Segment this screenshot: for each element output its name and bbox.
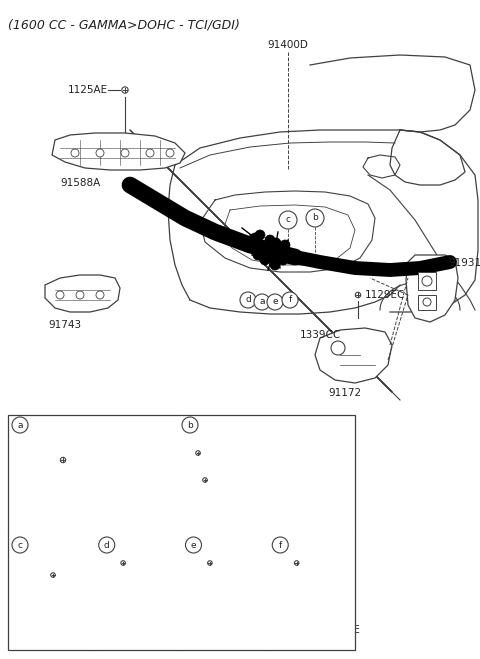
Circle shape [166, 149, 174, 157]
Text: e: e [191, 540, 196, 550]
Circle shape [185, 537, 202, 553]
Circle shape [51, 573, 55, 577]
Text: c: c [17, 540, 23, 550]
Circle shape [76, 291, 84, 299]
Circle shape [203, 478, 207, 482]
Circle shape [278, 255, 288, 265]
Text: b: b [312, 214, 318, 223]
Text: f: f [278, 540, 282, 550]
Circle shape [273, 250, 283, 260]
Circle shape [285, 250, 295, 260]
Text: 1125AE: 1125AE [126, 552, 164, 562]
Text: 91588A: 91588A [60, 178, 100, 188]
Circle shape [278, 245, 288, 255]
Circle shape [99, 537, 115, 553]
Text: 91932V: 91932V [240, 625, 277, 635]
Circle shape [60, 457, 66, 463]
Circle shape [282, 292, 298, 308]
Circle shape [96, 149, 104, 157]
Text: 1125AE: 1125AE [68, 85, 108, 95]
Text: 1129EC: 1129EC [365, 290, 406, 300]
Polygon shape [45, 275, 120, 312]
Text: b: b [187, 420, 193, 430]
Circle shape [271, 238, 281, 248]
Text: 1125AE: 1125AE [300, 552, 337, 562]
Circle shape [196, 451, 200, 455]
Circle shape [254, 294, 270, 310]
Circle shape [121, 149, 129, 157]
Circle shape [294, 561, 299, 565]
Circle shape [71, 149, 79, 157]
Text: 91931D: 91931D [448, 258, 480, 268]
Circle shape [12, 537, 28, 553]
Circle shape [265, 235, 275, 245]
Circle shape [263, 247, 273, 257]
Text: a: a [259, 297, 265, 306]
Circle shape [260, 255, 270, 265]
Text: 1125AE: 1125AE [213, 552, 251, 562]
Circle shape [355, 293, 360, 298]
Circle shape [279, 211, 297, 229]
Text: d: d [245, 295, 251, 304]
Bar [418, 295, 436, 310]
Circle shape [267, 253, 277, 263]
Circle shape [331, 341, 345, 355]
Circle shape [257, 240, 267, 250]
Circle shape [280, 240, 290, 250]
Polygon shape [315, 328, 392, 383]
Text: 1339CC: 1339CC [300, 330, 341, 340]
Text: 91400D: 91400D [267, 40, 309, 50]
Bar [8, 415, 355, 650]
Circle shape [253, 250, 263, 260]
Circle shape [56, 291, 64, 299]
Text: 1129ED: 1129ED [110, 485, 148, 495]
Circle shape [182, 417, 198, 433]
Circle shape [146, 149, 154, 157]
Text: f: f [288, 295, 292, 304]
Circle shape [122, 87, 128, 93]
Circle shape [267, 294, 283, 310]
Text: (1600 CC - GAMMA>DOHC - TCI/GDI): (1600 CC - GAMMA>DOHC - TCI/GDI) [8, 18, 240, 31]
Circle shape [270, 260, 280, 270]
Circle shape [250, 233, 260, 243]
Circle shape [208, 561, 212, 565]
Circle shape [240, 292, 256, 308]
Bar [418, 272, 436, 290]
Circle shape [255, 230, 265, 240]
Text: 91743: 91743 [48, 320, 82, 330]
Text: 1129ED: 1129ED [101, 580, 139, 590]
Text: c: c [286, 215, 290, 225]
Polygon shape [406, 255, 458, 322]
Text: 91931E: 91931E [324, 625, 360, 635]
Text: d: d [104, 540, 109, 550]
Text: e: e [272, 297, 278, 306]
Text: 91931: 91931 [153, 625, 184, 635]
Circle shape [12, 417, 28, 433]
Circle shape [121, 561, 125, 565]
Circle shape [272, 537, 288, 553]
Text: a: a [17, 420, 23, 430]
Circle shape [306, 209, 324, 227]
Text: 1141AC: 1141AC [193, 440, 231, 450]
Text: 91172: 91172 [328, 388, 361, 398]
Polygon shape [52, 133, 185, 170]
Circle shape [423, 298, 431, 306]
Circle shape [96, 291, 104, 299]
Circle shape [422, 276, 432, 286]
